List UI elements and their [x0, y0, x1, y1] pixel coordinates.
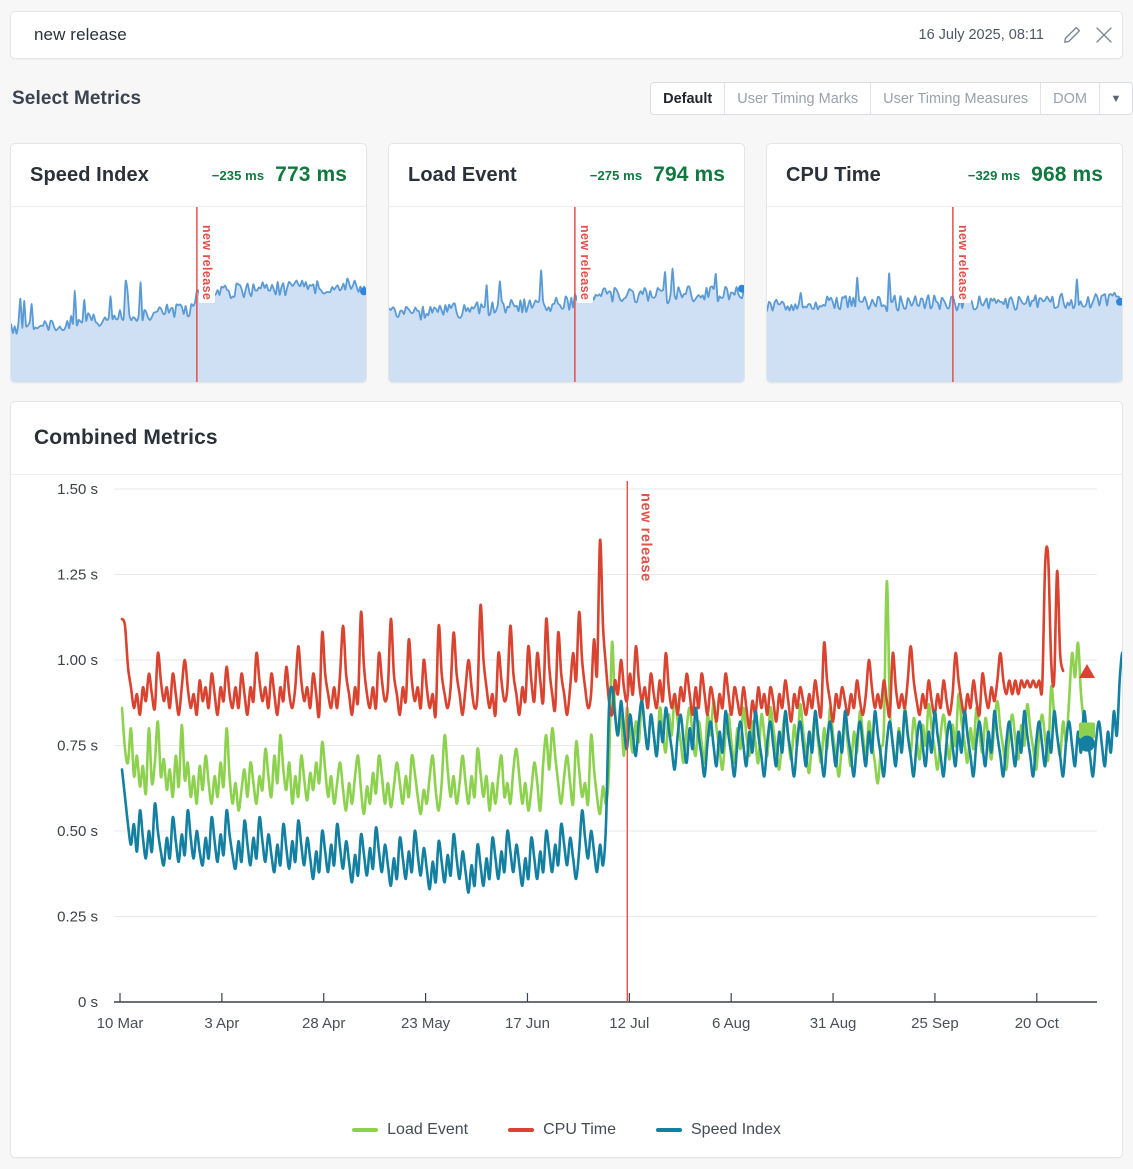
svg-text:0.75 s: 0.75 s: [57, 738, 98, 755]
metric-card-title: CPU Time: [786, 163, 881, 186]
svg-text:1.50 s: 1.50 s: [57, 481, 98, 498]
release-annotation-label: new release: [576, 222, 593, 304]
svg-text:31 Aug: 31 Aug: [810, 1015, 857, 1032]
metric-card-delta: −275 ms: [589, 167, 643, 183]
legend-label: CPU Time: [543, 1121, 616, 1138]
svg-text:0 s: 0 s: [78, 994, 98, 1011]
sparkline-chart: new release: [389, 207, 744, 382]
metric-card-delta: −235 ms: [211, 167, 265, 183]
legend-swatch: [508, 1128, 535, 1132]
metric-card-value: 794 ms: [653, 163, 725, 186]
metric-card-header: Load Event −275 ms 794 ms: [389, 144, 744, 207]
close-icon[interactable]: [1090, 21, 1118, 49]
svg-text:20 Oct: 20 Oct: [1015, 1015, 1060, 1032]
chart-legend: Load Event CPU Time Speed Index: [11, 1121, 1122, 1139]
metric-card-delta: −329 ms: [967, 167, 1021, 183]
toggle-user-timing-marks[interactable]: User Timing Marks: [725, 83, 872, 114]
release-annotation-label: new release: [198, 222, 215, 304]
select-metrics-row: Select Metrics Default User Timing Marks…: [0, 82, 1133, 122]
metric-card-title: Load Event: [408, 163, 517, 186]
svg-text:17 Jun: 17 Jun: [505, 1015, 550, 1032]
svg-text:0.50 s: 0.50 s: [57, 823, 98, 840]
metric-cards: Speed Index −235 ms 773 ms new release L…: [10, 143, 1123, 383]
toggle-dom[interactable]: DOM: [1041, 83, 1100, 114]
svg-text:25 Sep: 25 Sep: [911, 1015, 959, 1032]
metric-card-cpu-time[interactable]: CPU Time −329 ms 968 ms new release: [766, 143, 1123, 383]
combined-chart-svg: 0 s 0.25 s 0.50 s 0.75 s 1.00 s 1.25 s 1.50 s 1…: [57, 481, 1122, 1032]
svg-text:new release: new release: [637, 493, 653, 582]
legend-item-cpu-time[interactable]: CPU Time: [508, 1121, 616, 1139]
legend-label: Speed Index: [691, 1121, 781, 1138]
page-title: new release: [34, 25, 127, 44]
combined-metrics-chart[interactable]: 0 s 0.25 s 0.50 s 0.75 s 1.00 s 1.25 s 1.50 s 1…: [11, 475, 1122, 1157]
annotation-timestamp: 16 July 2025, 08:11: [918, 27, 1045, 43]
combined-metrics-panel: Combined Metrics 0 s 0.25 s 0.50 s 0.75 s 1.…: [10, 401, 1123, 1158]
select-metrics-label: Select Metrics: [12, 88, 142, 109]
svg-text:0.25 s: 0.25 s: [57, 909, 98, 926]
svg-text:12 Jul: 12 Jul: [609, 1015, 649, 1032]
toggle-user-timing-measures[interactable]: User Timing Measures: [871, 83, 1042, 114]
toggle-default[interactable]: Default: [651, 83, 726, 114]
metric-preset-toggle-group: Default User Timing Marks User Timing Me…: [650, 82, 1133, 115]
pencil-icon[interactable]: [1058, 21, 1086, 49]
sparkline-chart: new release: [767, 207, 1122, 382]
legend-swatch: [352, 1128, 379, 1132]
svg-text:1.25 s: 1.25 s: [57, 567, 98, 584]
legend-item-load-event[interactable]: Load Event: [352, 1121, 468, 1139]
metric-card-header: CPU Time −329 ms 968 ms: [767, 144, 1122, 207]
metric-card-speed-index[interactable]: Speed Index −235 ms 773 ms new release: [10, 143, 367, 383]
sparkline-chart: new release: [11, 207, 366, 382]
combined-metrics-header: Combined Metrics: [11, 402, 1122, 475]
legend-item-speed-index[interactable]: Speed Index: [656, 1121, 781, 1139]
svg-text:23 May: 23 May: [401, 1015, 451, 1032]
panel-title: Combined Metrics: [34, 426, 218, 449]
svg-text:1.00 s: 1.00 s: [57, 652, 98, 669]
legend-label: Load Event: [387, 1121, 469, 1138]
svg-text:28 Apr: 28 Apr: [302, 1015, 345, 1032]
svg-text:3 Apr: 3 Apr: [204, 1015, 239, 1032]
metric-card-header: Speed Index −235 ms 773 ms: [11, 144, 366, 207]
metric-card-value: 773 ms: [275, 163, 347, 186]
annotation-titlebar: new release 16 July 2025, 08:11: [10, 11, 1123, 59]
svg-text:10 Mar: 10 Mar: [97, 1015, 144, 1032]
legend-swatch: [656, 1128, 682, 1132]
metric-card-title: Speed Index: [30, 163, 149, 186]
svg-text:6 Aug: 6 Aug: [712, 1015, 750, 1032]
chevron-down-icon[interactable]: ▼: [1100, 83, 1132, 114]
metric-card-value: 968 ms: [1031, 163, 1103, 186]
release-annotation-label: new release: [954, 222, 971, 304]
metric-card-load-event[interactable]: Load Event −275 ms 794 ms new release: [388, 143, 745, 383]
